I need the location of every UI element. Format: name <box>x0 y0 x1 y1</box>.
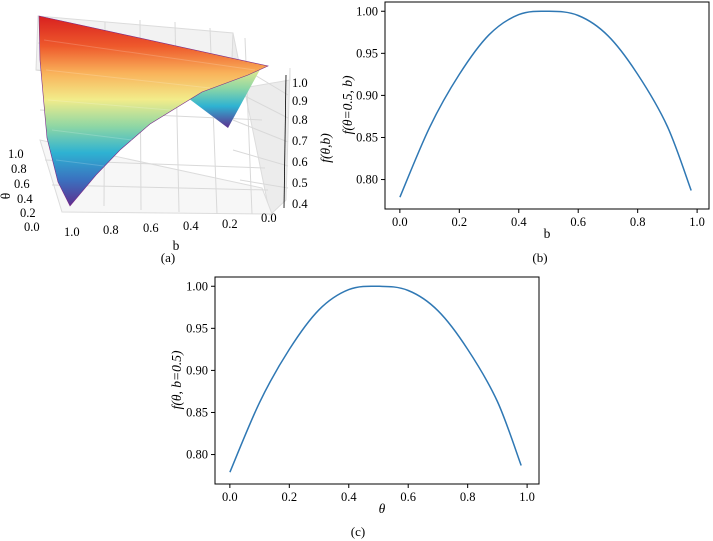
theta-axis-label: θ <box>0 193 13 199</box>
b-axis: 1.0 0.8 0.6 0.4 0.2 0.0 b <box>64 211 277 253</box>
x-tick-label: 1.0 <box>689 215 705 229</box>
theta-tick-label: 0.4 <box>17 192 33 206</box>
x-tick-label: 1.0 <box>519 490 535 504</box>
surface-sheet <box>38 15 269 207</box>
z-tick-label: 0.6 <box>292 155 308 169</box>
b-axis-label: b <box>173 238 180 253</box>
z-tick-label: 0.9 <box>292 94 308 108</box>
y-tick-label: 0.90 <box>356 88 378 102</box>
theta-tick-label: 0.6 <box>14 177 30 191</box>
b-tick-label: 0.4 <box>183 219 199 233</box>
x-tick-label: 0.8 <box>460 490 476 504</box>
x-tick-label: 0.6 <box>400 490 416 504</box>
z-axis: 1.0 0.9 0.8 0.7 0.6 0.5 0.4 f(θ,b) <box>283 74 333 211</box>
theta-tick-label: 0.8 <box>11 162 27 176</box>
x-axis-label: θ <box>379 501 386 516</box>
y-tick-label: 0.95 <box>356 46 378 60</box>
y-axis-label: f(θ, b=0.5) <box>169 350 184 409</box>
line-chart-b: 0.0 0.2 0.4 0.6 0.8 1.0 0.800.850.900.951.00 … <box>340 1 710 265</box>
x-tick-label: 0.0 <box>392 215 408 229</box>
z-tick-label: 0.5 <box>292 176 308 190</box>
y-tick-label: 1.00 <box>356 4 378 18</box>
x-tick-label: 0.2 <box>281 490 297 504</box>
x-axis-label: b <box>544 226 551 241</box>
x-ticks: 0.0 0.2 0.4 0.6 0.8 1.0 <box>392 209 705 229</box>
y-tick-label: 0.95 <box>186 321 208 335</box>
caption-a: (a) <box>161 250 175 265</box>
y-tick-label: 0.85 <box>356 130 378 144</box>
x-tick-label: 0.0 <box>222 490 238 504</box>
series-line <box>399 10 692 198</box>
x-tick-label: 0.8 <box>630 215 646 229</box>
theta-tick-label: 1.0 <box>8 147 24 161</box>
theta-axis: 1.0 0.8 0.6 0.4 0.2 0.0 θ <box>0 147 40 234</box>
surface-plot-panel: 1.0 0.9 0.8 0.7 0.6 0.5 0.4 f(θ,b) 1.0 0… <box>0 15 333 265</box>
z-tick-label: 0.8 <box>292 113 308 127</box>
plot-frame <box>384 1 710 210</box>
plot-frame <box>214 276 540 485</box>
x-tick-label: 0.4 <box>341 490 357 504</box>
x-tick-label: 0.2 <box>451 215 467 229</box>
theta-tick-label: 0.2 <box>20 206 36 220</box>
b-tick-label: 0.2 <box>222 217 238 231</box>
z-tick-label: 1.0 <box>292 76 308 90</box>
y-tick-label: 0.85 <box>186 405 208 419</box>
x-tick-label: 0.6 <box>570 215 586 229</box>
caption-c: (c) <box>351 524 365 539</box>
b-tick-label: 0.0 <box>261 211 277 225</box>
y-tick-label: 0.80 <box>186 448 208 462</box>
surface-mesh <box>43 39 256 167</box>
y-ticks: 0.80 0.85 0.90 0.95 1.00 <box>356 4 385 187</box>
y-axis-label: f(θ=0.5, b) <box>340 75 355 134</box>
z-tick-label: 0.4 <box>292 197 308 211</box>
x-ticks: 0.0 0.2 0.4 0.6 0.8 1.0 <box>222 484 535 504</box>
y-tick-label: 1.00 <box>186 279 208 293</box>
series-line <box>229 285 522 473</box>
b-tick-label: 0.6 <box>143 221 159 235</box>
caption-b: (b) <box>532 250 547 265</box>
line-chart-c: 0.0 0.2 0.4 0.6 0.8 1.0 0.800.850.900.951.00 … <box>169 276 540 539</box>
b-tick-label: 0.8 <box>103 223 119 237</box>
y-ticks: 0.80 0.85 0.90 0.95 1.00 <box>186 279 215 462</box>
y-tick-label: 0.90 <box>186 363 208 377</box>
z-tick-label: 0.7 <box>292 134 308 148</box>
y-tick-label: 0.80 <box>356 173 378 187</box>
theta-tick-label: 0.0 <box>24 220 40 234</box>
x-tick-label: 0.4 <box>511 215 527 229</box>
b-tick-label: 1.0 <box>64 225 80 239</box>
z-axis-label: f(θ,b) <box>318 133 333 163</box>
